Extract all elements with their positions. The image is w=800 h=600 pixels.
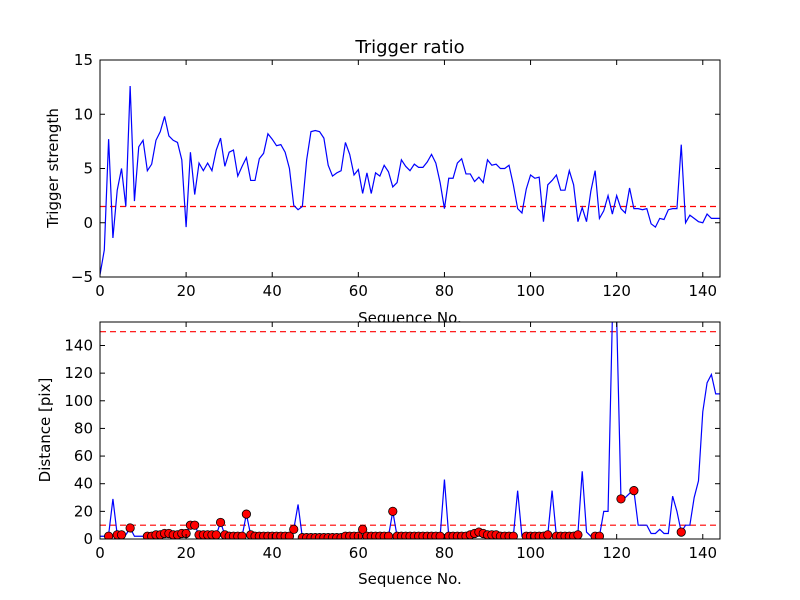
bottom-marker-point: [388, 506, 398, 516]
bottom-marker-point: [104, 531, 114, 539]
bottom-marker-point: [116, 530, 127, 539]
bottom-y-tick-label: 140: [64, 336, 93, 354]
top-x-tick-label: 80: [435, 282, 454, 300]
top-x-tick-label: 40: [263, 282, 282, 300]
bottom-x-tick-label: 80: [435, 544, 454, 562]
bottom-marker-point: [543, 530, 553, 539]
bottom-marker-point: [190, 520, 200, 530]
top-y-axis-label: Trigger strength: [44, 108, 62, 229]
bottom-x-tick-label: 60: [349, 544, 368, 562]
top-x-tick-label: 120: [602, 282, 631, 300]
bottom-marker-point: [594, 531, 605, 539]
bottom-marker-point: [358, 524, 368, 534]
bottom-marker-point: [616, 494, 626, 504]
bottom-plot-content: [100, 322, 720, 539]
bottom-y-tick-label: 40: [74, 475, 93, 493]
top-x-tick-label: 60: [349, 282, 368, 300]
bottom-marker-point: [676, 527, 686, 537]
top-x-tick-label: 0: [95, 282, 105, 300]
top-series-line-0: [100, 86, 720, 275]
bottom-y-tick-label: 100: [64, 392, 93, 410]
top-x-tick-label: 100: [516, 282, 545, 300]
bottom-marker-point: [211, 530, 221, 539]
top-x-tick-label: 140: [688, 282, 717, 300]
bottom-axes-frame: [99, 321, 721, 540]
bottom-y-tick-label: 0: [83, 530, 93, 548]
bottom-marker-point: [289, 524, 299, 534]
bottom-plot-area: [100, 322, 720, 539]
bottom-y-tick-label: 80: [74, 419, 93, 437]
bottom-marker-point: [573, 530, 583, 539]
bottom-ticks: 0 20 40 60 80 100 120 140 0 20 40 60 80 100 120 140: [64, 322, 720, 562]
bottom-x-tick-label: 40: [263, 544, 282, 562]
top-chart-title: Trigger ratio: [354, 37, 464, 58]
bottom-y-axis-label: Distance [pix]: [36, 378, 54, 483]
bottom-x-tick-label: 100: [516, 544, 545, 562]
bottom-x-tick-label: 20: [177, 544, 196, 562]
top-y-tick-label: 15: [74, 51, 93, 69]
bottom-marker-point: [215, 517, 226, 528]
bottom-marker-point: [237, 531, 247, 539]
bottom-x-tick-label: 120: [602, 544, 631, 562]
top-x-tick-label: 20: [177, 282, 196, 300]
top-plot-area: [100, 60, 720, 277]
bottom-y-tick-label: 20: [74, 502, 93, 520]
bottom-x-axis-label: Sequence No.: [358, 570, 462, 588]
top-y-tick-label: −5: [71, 268, 93, 286]
bottom-marker-point: [125, 523, 135, 533]
top-y-tick-label: 5: [83, 160, 93, 178]
bottom-marker-point: [629, 486, 639, 496]
bottom-marker-point: [284, 531, 295, 539]
top-y-tick-label: 0: [83, 214, 93, 232]
bottom-marker-point: [241, 509, 251, 519]
bottom-x-tick-label: 140: [688, 544, 717, 562]
distance-chart: 0 20 40 60 80 100 120 140 0 20 40 60 80 100 120 140 Seq…: [36, 321, 721, 588]
bottom-x-tick-label: 0: [95, 544, 105, 562]
bottom-y-tick-label: 120: [64, 364, 93, 382]
bottom-marker-point: [508, 531, 518, 539]
top-plot-content: [100, 86, 720, 275]
top-y-tick-label: 10: [74, 105, 93, 123]
bottom-y-tick-label: 60: [74, 447, 93, 465]
trigger-ratio-chart: Trigger ratio 0 20 40 60 80 100 120 140−5051015…: [44, 37, 721, 327]
